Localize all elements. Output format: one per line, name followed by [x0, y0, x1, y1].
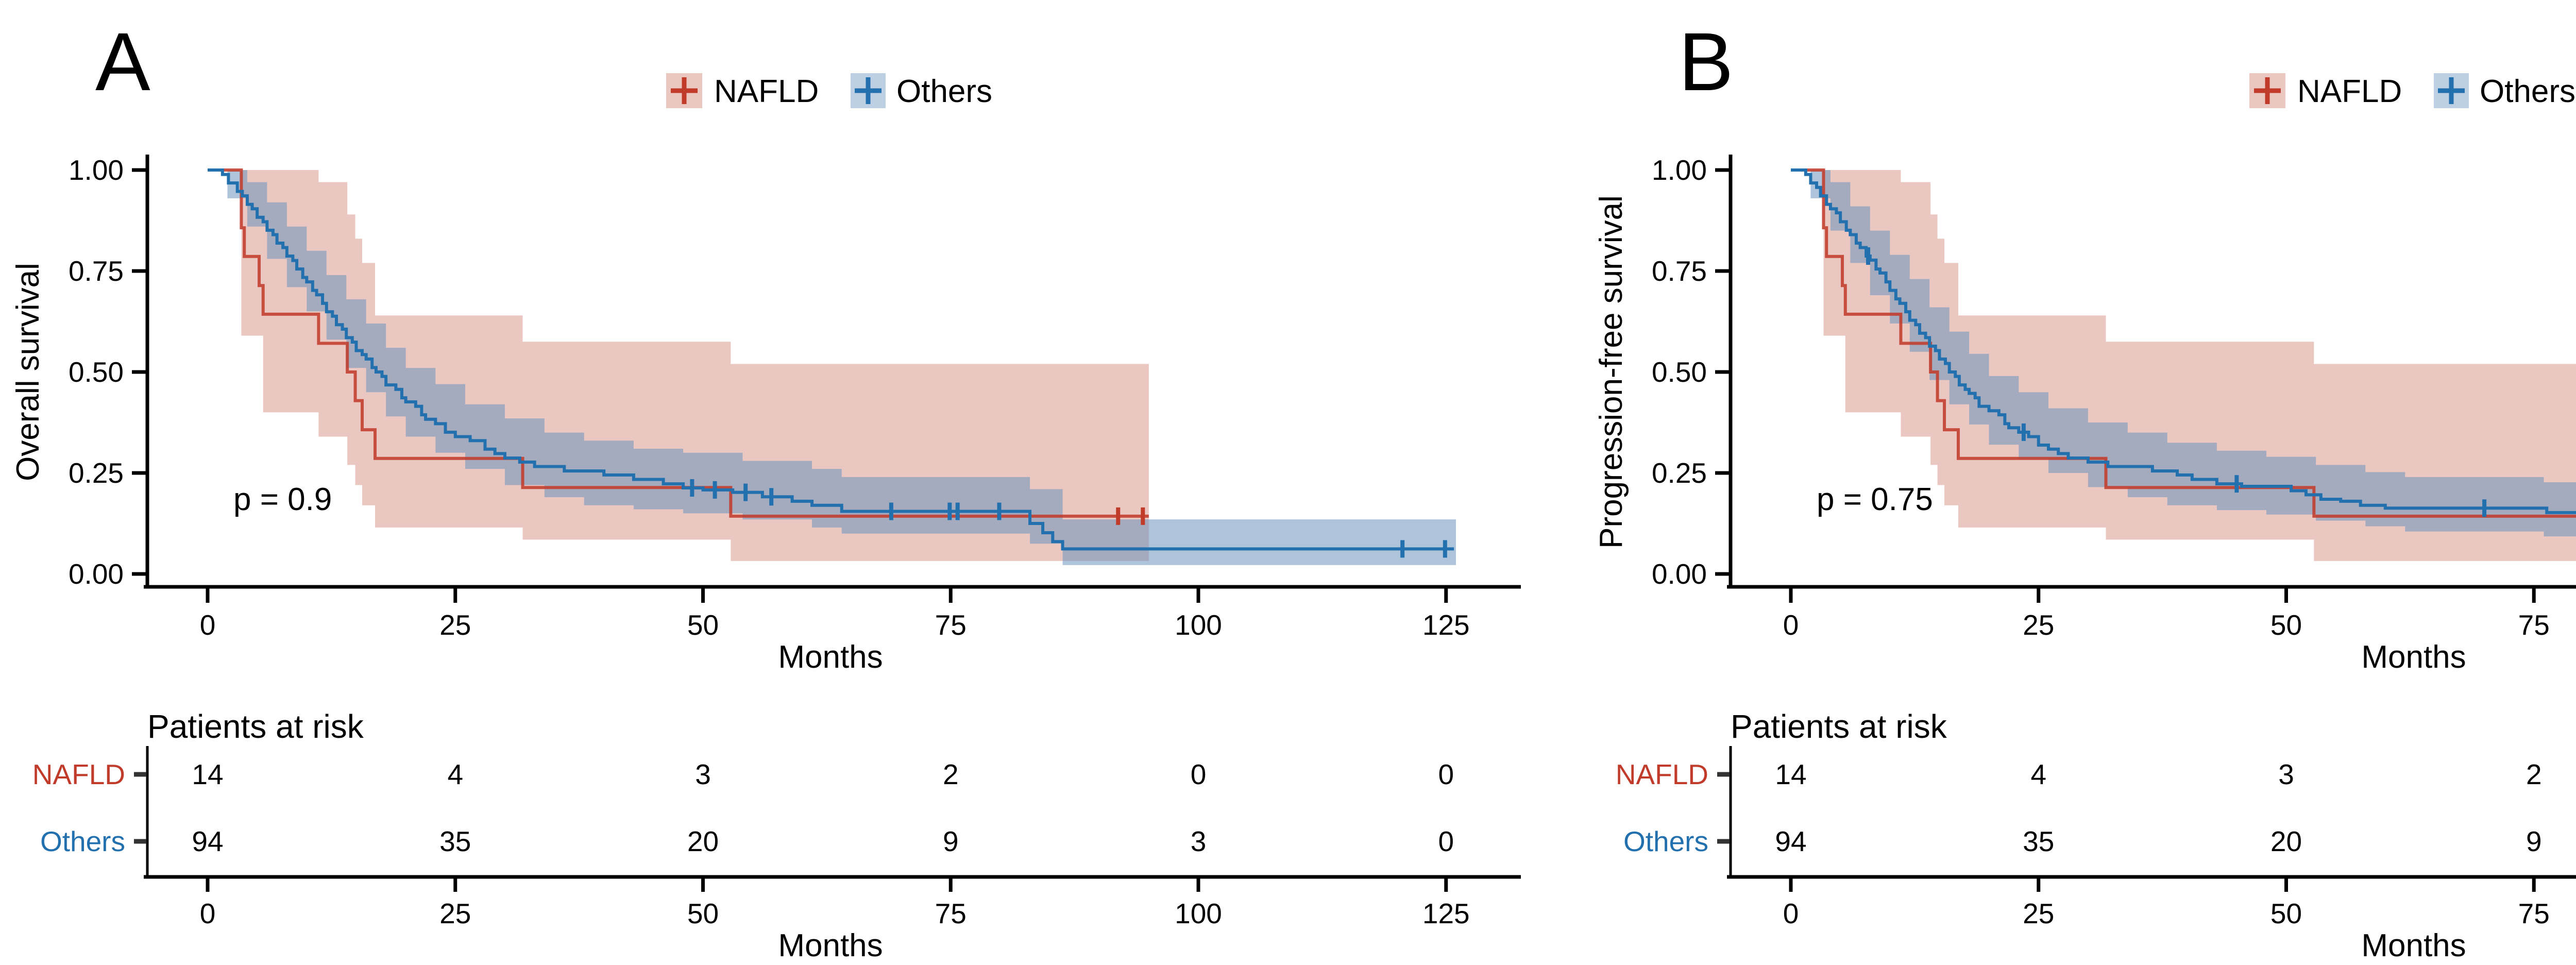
risk-x-tick-label: 75	[2518, 898, 2550, 929]
km-curve-others	[208, 168, 1454, 551]
risk-count: 2	[943, 758, 959, 790]
risk-row-label: Others	[1623, 825, 1708, 857]
x-axis-title: Months	[2361, 639, 2466, 675]
risk-count: 0	[1191, 758, 1207, 790]
km-curve-nafld	[1791, 168, 2576, 518]
risk-count: 94	[1775, 825, 1806, 857]
x-tick-label: 100	[1175, 609, 1222, 641]
y-tick-label: 0.50	[69, 356, 124, 388]
y-tick-label: 0.75	[1652, 255, 1707, 287]
risk-x-axis-title: Months	[2361, 928, 2466, 963]
x-axis-title: Months	[778, 639, 883, 675]
y-axis-title: Progression-free survival	[1594, 195, 1629, 549]
risk-count: 20	[687, 825, 719, 857]
y-tick-label: 0.00	[1652, 558, 1707, 590]
risk-x-tick-label: 125	[1422, 898, 1470, 929]
y-tick-label: 1.00	[69, 154, 124, 186]
y-tick-label: 0.75	[69, 255, 124, 287]
x-tick-label: 50	[687, 609, 719, 641]
risk-x-tick-label: 25	[2023, 898, 2054, 929]
x-tick-label: 25	[2023, 609, 2054, 641]
risk-count: 0	[1438, 758, 1454, 790]
ci-band-others	[1791, 170, 2576, 537]
risk-count: 14	[192, 758, 223, 790]
legend-label-others: Others	[896, 74, 992, 109]
x-tick-label: 75	[2518, 609, 2550, 641]
x-tick-label: 125	[1422, 609, 1470, 641]
legend-label-others: Others	[2480, 74, 2575, 109]
risk-count: 4	[447, 758, 463, 790]
y-tick-label: 0.25	[69, 457, 124, 489]
y-tick-label: 0.25	[1652, 457, 1707, 489]
legend-label-nafld: NAFLD	[714, 74, 819, 109]
y-tick-label: 1.00	[1652, 154, 1707, 186]
ci-band-nafld	[208, 170, 1149, 561]
x-tick-label: 25	[439, 609, 471, 641]
risk-count: 94	[192, 825, 223, 857]
ci-band-nafld	[1791, 170, 2576, 561]
ci-band-others	[208, 170, 1456, 565]
panel-letter-b: B	[1679, 15, 1734, 108]
risk-x-tick-label: 0	[200, 898, 216, 929]
risk-count: 4	[2030, 758, 2046, 790]
risk-count: 3	[695, 758, 711, 790]
risk-count: 14	[1775, 758, 1806, 790]
panel-progression-free-survival: B NAFLD Others 1.00 0.75 0.50 0.25 0.00 0 25 50 75…	[1583, 0, 2576, 965]
risk-count: 3	[2278, 758, 2294, 790]
risk-x-tick-label: 100	[1175, 898, 1222, 929]
risk-x-axis-title: Months	[778, 928, 883, 963]
risk-x-tick-label: 50	[687, 898, 719, 929]
risk-count: 0	[1438, 825, 1454, 857]
x-tick-label: 0	[200, 609, 216, 641]
risk-x-tick-label: 50	[2270, 898, 2302, 929]
risk-count: 9	[943, 825, 959, 857]
risk-x-tick-label: 75	[935, 898, 967, 929]
risk-count: 35	[439, 825, 471, 857]
risk-x-tick-label: 0	[1783, 898, 1799, 929]
x-tick-label: 75	[935, 609, 967, 641]
y-axis-title: Overall survival	[10, 263, 46, 481]
risk-table-title: Patients at risk	[147, 708, 364, 745]
panel-overall-survival: A NAFLD Others 1.00 0.75 0.50 0.25 0.00 0 25 50 75…	[10, 15, 1521, 963]
risk-table-title: Patients at risk	[1731, 708, 1947, 745]
risk-count: 35	[2023, 825, 2054, 857]
p-value-label: p = 0.75	[1817, 482, 1933, 517]
risk-row-label: NAFLD	[1616, 758, 1708, 790]
y-tick-label: 0.00	[69, 558, 124, 590]
y-tick-label: 0.50	[1652, 356, 1707, 388]
km-curve-others	[1791, 168, 2576, 514]
km-plot-overall-survival: NAFLD Others 1.00 0.75 0.50 0.25 0.00 0 25 50 75 10…	[10, 73, 1521, 963]
x-tick-label: 50	[2270, 609, 2302, 641]
risk-x-tick-label: 25	[439, 898, 471, 929]
panel-letter-a: A	[95, 15, 150, 108]
risk-count: 20	[2270, 825, 2302, 857]
risk-count: 9	[2526, 825, 2542, 857]
x-tick-label: 0	[1783, 609, 1799, 641]
risk-row-label: NAFLD	[32, 758, 125, 790]
risk-count: 2	[2526, 758, 2542, 790]
risk-count: 3	[1191, 825, 1207, 857]
p-value-label: p = 0.9	[233, 482, 332, 517]
legend-label-nafld: NAFLD	[2297, 74, 2402, 109]
km-plot-progression-free-survival: NAFLDOthers1.000.750.500.250.00025507510…	[1594, 73, 2576, 963]
risk-row-label: Others	[40, 825, 125, 857]
